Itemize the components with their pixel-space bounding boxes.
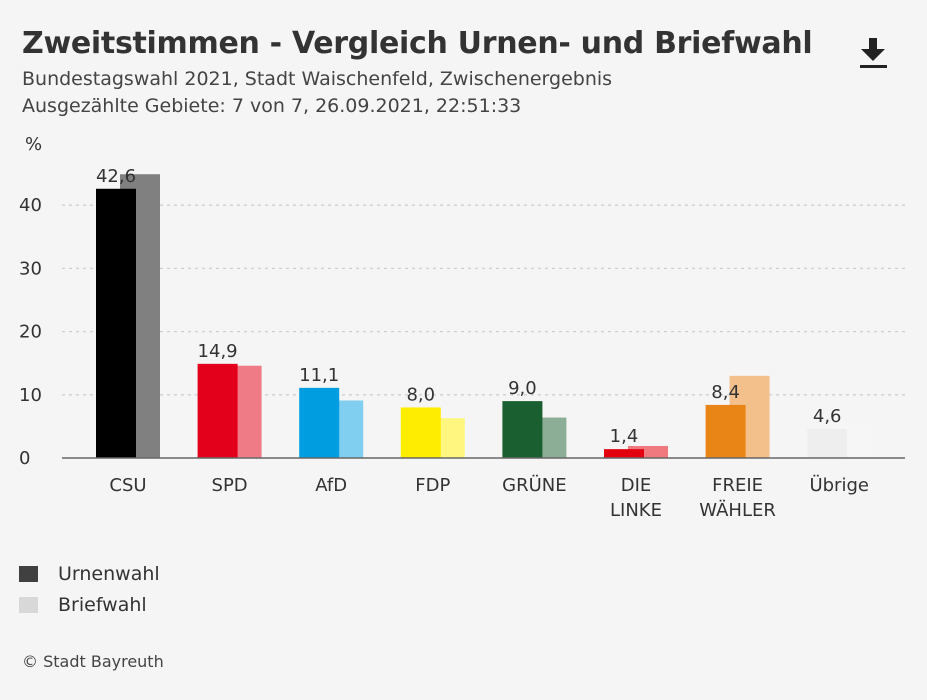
y-tick-label-30: 30 xyxy=(19,258,42,279)
bar-urnenwahl-csu xyxy=(96,188,136,458)
bar-urnenwahl-spd xyxy=(197,363,238,458)
x-tick-label-freie-wähler-2: WÄHLER xyxy=(699,500,776,521)
y-tick-label-0: 0 xyxy=(19,448,30,469)
bar-urnenwahl-die-linke xyxy=(604,449,644,458)
chart-title: Zweitstimmen - Vergleich Urnen- und Brie… xyxy=(22,26,813,61)
x-tick-label-grüne: GRÜNE xyxy=(502,474,566,496)
y-tick-label-20: 20 xyxy=(19,322,42,343)
bar-urnenwahl-übrige xyxy=(807,428,848,458)
source-credit: © Stadt Bayreuth xyxy=(22,652,164,671)
x-tick-label-die-linke-1: DIE xyxy=(621,475,652,496)
y-axis-unit-label: % xyxy=(25,134,42,155)
legend-label-urnenwahl: Urnenwahl xyxy=(58,563,160,585)
y-tick-label-10: 10 xyxy=(19,385,42,406)
y-tick-label-40: 40 xyxy=(19,195,42,216)
chart-subtitle: Bundestagswahl 2021, Stadt Waischenfeld,… xyxy=(22,68,613,90)
x-tick-label-die-linke-2: LINKE xyxy=(610,500,662,521)
bar-urnenwahl-afd xyxy=(299,387,340,458)
x-tick-label-csu: CSU xyxy=(109,475,146,496)
data-label-urnenwahl-grüne: 9,0 xyxy=(508,378,537,399)
x-tick-label-übrige: Übrige xyxy=(809,474,869,496)
data-label-urnenwahl-csu: 42,6 xyxy=(96,166,136,187)
legend-item-urnenwahl[interactable]: Urnenwahl xyxy=(19,563,160,585)
data-label-urnenwahl-übrige: 4,6 xyxy=(813,406,842,427)
bar-urnenwahl-fdp xyxy=(400,407,441,458)
bar-urnenwahl-grüne xyxy=(502,401,543,458)
legend-item-briefwahl[interactable]: Briefwahl xyxy=(19,594,147,616)
x-tick-label-spd: SPD xyxy=(212,475,248,496)
bar-chart: % 0 10 20 30 40 42,6 CSU 14,9 SPD 11,1 AfD 8,0 FDP 9,0… xyxy=(19,134,905,521)
download-icon[interactable] xyxy=(858,36,890,70)
x-tick-label-fdp: FDP xyxy=(415,475,450,496)
bar-urnenwahl-freie-wähler xyxy=(705,404,746,458)
legend-swatch-urnenwahl xyxy=(19,566,38,582)
x-tick-label-afd: AfD xyxy=(315,475,347,496)
data-label-urnenwahl-freie-wähler: 8,4 xyxy=(711,382,740,403)
legend-swatch-briefwahl xyxy=(19,597,38,613)
data-label-urnenwahl-die-linke: 1,4 xyxy=(610,426,639,447)
chart-status-line: Ausgezählte Gebiete: 7 von 7, 26.09.2021… xyxy=(22,95,522,117)
download-arrow-icon xyxy=(860,38,887,68)
x-tick-label-freie-wähler-1: FREIE xyxy=(712,475,763,496)
legend-label-briefwahl: Briefwahl xyxy=(58,594,147,616)
data-label-urnenwahl-fdp: 8,0 xyxy=(406,384,435,405)
data-label-urnenwahl-afd: 11,1 xyxy=(299,365,339,386)
data-label-urnenwahl-spd: 14,9 xyxy=(198,341,238,362)
